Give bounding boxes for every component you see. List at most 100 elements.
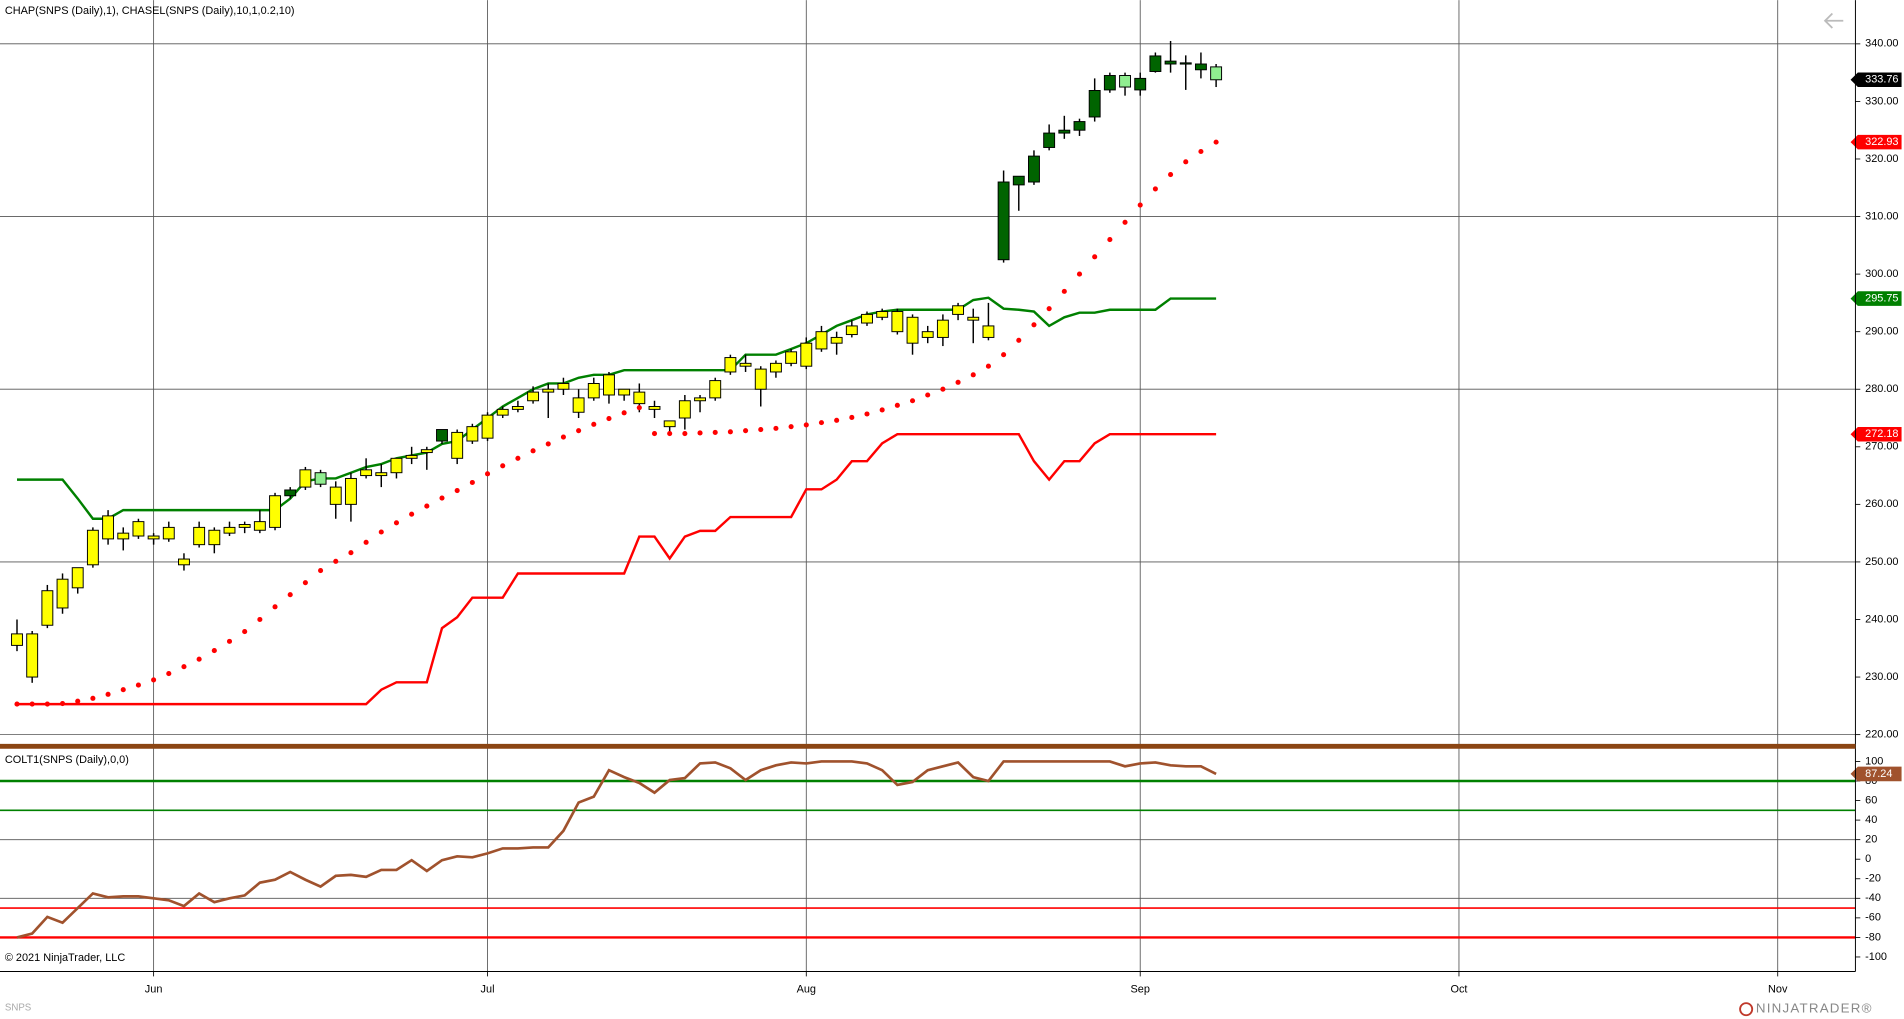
sar-dot (363, 539, 369, 545)
value-tag (1850, 291, 1902, 306)
y-tick-label: 280.00 (1865, 383, 1898, 395)
sar-dot (788, 424, 794, 430)
candle-body (1043, 132, 1056, 148)
y-tick-label: -60 (1865, 912, 1881, 924)
sar-dot (727, 429, 733, 435)
sar-dot (333, 558, 339, 564)
candle-body (921, 331, 934, 338)
candle-body (1194, 63, 1207, 71)
sar-dot (834, 417, 840, 423)
sar-dot (318, 568, 324, 574)
series-layer (0, 40, 1856, 939)
y-tick-label: -80 (1865, 931, 1881, 943)
sar-dot (606, 416, 612, 422)
sar-dot (591, 421, 597, 427)
sar-dot (272, 604, 278, 610)
y-tick-label: 20 (1865, 834, 1877, 846)
sar-dot (409, 511, 415, 517)
value-tag-label: 295.75 (1865, 292, 1898, 304)
candle-body (1149, 55, 1162, 72)
candle-body (1028, 155, 1040, 183)
sar-dot (1137, 202, 1143, 208)
sar-dot (75, 698, 81, 704)
sar-dot (1183, 159, 1189, 165)
sar-dot (469, 479, 475, 486)
sar-dot (424, 503, 430, 509)
candle-body (861, 313, 873, 324)
sar-dot (454, 487, 460, 494)
sar-dot (636, 405, 642, 411)
candle-body (936, 319, 949, 338)
candle-body (815, 331, 828, 350)
candle-body (724, 357, 737, 373)
sar-dot (181, 664, 187, 670)
sar-dot (135, 682, 141, 688)
value-tag (1850, 426, 1902, 442)
sar-dot (1076, 271, 1083, 277)
candle-body (542, 388, 555, 393)
y-tick-label: 290.00 (1865, 326, 1898, 338)
sar-dot (621, 410, 627, 416)
y-tick-label: -20 (1865, 873, 1881, 885)
candle-body (481, 414, 494, 439)
sar-dot (378, 529, 384, 535)
candle-body (405, 454, 418, 459)
candle-body (26, 633, 39, 678)
sar-dot (1213, 139, 1219, 145)
candle-body (1103, 75, 1116, 91)
indicator-line (16, 760, 1217, 939)
candle-body (390, 457, 403, 474)
candle-body (420, 449, 433, 454)
back-button[interactable] (1823, 12, 1844, 29)
sar-dot (90, 695, 96, 701)
y-tick-label: -100 (1865, 951, 1887, 963)
sar-dot (925, 392, 931, 398)
channel-line (17, 296, 1217, 520)
sar-dot (758, 426, 764, 433)
value-tag (1850, 766, 1902, 782)
candle-body (845, 325, 858, 336)
copyright: © 2021 NinjaTrader, LLC (5, 952, 126, 964)
panel-title: COLT1(SNPS (Daily),0,0) (5, 754, 129, 766)
y-tick-label: 330.00 (1865, 95, 1898, 107)
sar-dot (955, 379, 961, 385)
y-tick-label: 300.00 (1865, 268, 1898, 280)
sar-dot (196, 656, 202, 662)
candle-body (1134, 77, 1147, 91)
sar-dot (242, 629, 248, 635)
label-layer: Jun Jul Aug Sep Oct Nov 340.00 330.00 320.00 310.… (145, 38, 1902, 996)
sar-dot (1152, 186, 1158, 192)
candle-body (967, 316, 980, 321)
x-tick-label: Sep (1131, 984, 1150, 996)
sar-dot (439, 495, 445, 501)
candle-body (830, 336, 843, 344)
candle-body (496, 408, 509, 416)
candle-body (785, 351, 798, 364)
candle-body (253, 521, 266, 531)
candle-body (436, 429, 448, 442)
candle-body (678, 400, 691, 419)
candle-body (147, 535, 160, 540)
sar-dot (484, 471, 491, 477)
sar-dot (151, 677, 157, 683)
sar-dot (1061, 288, 1067, 294)
candle-body (1058, 129, 1071, 134)
y-tick-label: 250.00 (1865, 556, 1898, 568)
candle-body (997, 181, 1010, 261)
sar-dot (166, 671, 172, 677)
symbol-watermark: SNPS (5, 1003, 32, 1014)
candle-body (1164, 60, 1177, 65)
y-tick-label: 60 (1865, 794, 1877, 806)
sar-dot (849, 414, 855, 420)
candle-body (132, 521, 145, 537)
sar-dot (59, 700, 66, 707)
sar-dot (1198, 148, 1204, 155)
candle-body (466, 426, 479, 442)
sar-dot (985, 363, 991, 369)
candle-body (314, 472, 327, 485)
candle-body (769, 362, 782, 373)
sar-dot (576, 428, 582, 434)
y-tick-label: 310.00 (1865, 210, 1898, 222)
sar-dot (120, 687, 126, 693)
sar-dot (500, 463, 506, 469)
